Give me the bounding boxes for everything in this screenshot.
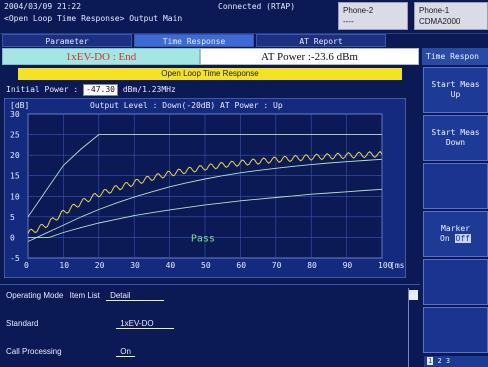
x-tick-label: 70 [272,261,282,270]
initial-power-label: Initial Power : [6,85,79,94]
y-tick-label: 0 [10,233,15,242]
series-line-4 [28,188,383,238]
chart-series [27,134,383,242]
x-tick-label: 80 [307,261,317,270]
marker-on-label: On [440,234,450,243]
x-tick-label: 40 [166,261,176,270]
series-line-1 [27,134,382,218]
softkey-label: Start Meas [431,128,480,137]
softkey-label: Up [450,90,461,99]
x-tick-label: 90 [343,261,353,270]
time-response-chart: 0102030405060708090100[ms]302520151050-5… [3,97,409,279]
page-3[interactable]: 3 [445,357,451,365]
parameter-scrollbar[interactable] [408,288,418,367]
page-2[interactable]: 2 [437,357,442,365]
softkey-panel: Time Respon Start Meas Up Start Meas Dow… [422,48,488,367]
y-tick-label: -5 [10,254,20,263]
section-title: Open Loop Time Response [18,68,402,80]
tab-at-report[interactable]: AT Report [256,34,386,47]
softkey-label: Start Meas [431,80,480,89]
y-tick-label: 30 [10,110,20,119]
initial-power-field[interactable]: -47.30 [83,84,118,96]
chart-svg: 0102030405060708090100[ms]302520151050-5… [3,97,409,279]
call-processing-row: Call Processing On [6,347,135,357]
initial-power-unit: dBm/1.23MHz [122,85,176,94]
scrollbar-thumb[interactable] [409,290,418,300]
x-tick-label: 30 [130,261,140,270]
x-axis-label: [ms] [390,261,406,270]
item-list-field[interactable]: Detail [106,291,165,301]
softkey-5-button[interactable] [423,259,488,305]
standard-row: Standard 1xEV-DO [6,319,175,329]
series-line-2 [27,150,383,234]
x-tick-label: 10 [59,261,69,270]
softkey-label: Marker [441,224,470,233]
y-tick-label: 10 [10,192,20,201]
standard-label: Standard [6,319,39,328]
at-power-banner: AT Power :-23.6 dBm [200,48,419,65]
tab-time-response[interactable]: Time Response [134,34,254,47]
y-tick-label: 5 [10,213,15,222]
x-tick-label: 50 [201,261,211,270]
standard-field[interactable]: 1xEV-DO [116,319,175,329]
marker-toggle-button[interactable]: Marker On Off [423,211,488,257]
y-tick-label: 20 [10,151,20,160]
operating-mode-row: Operating Mode Item List Detail [6,291,165,301]
x-tick-label: 20 [95,261,105,270]
softkey-panel-title: Time Respon [422,48,488,65]
parameter-area: Operating Mode Item List Detail Standard… [0,284,420,367]
pass-annotation: Pass [191,234,215,245]
phone1-value: CDMA2000 [419,17,461,26]
y-axis-label: [dB] [10,101,29,110]
tab-bar: Parameter Time Response AT Report [0,34,420,47]
softkey-6-button[interactable] [423,307,488,353]
connection-status: Connected (RTAP) [218,2,296,11]
call-processing-label: Call Processing [6,347,62,356]
start-meas-up-button[interactable]: Start Meas Up [423,67,488,113]
initial-power-row: Initial Power : -47.30 dBm/1.23MHz [6,84,406,96]
y-tick-label: 15 [10,172,20,181]
marker-off-label: Off [454,234,471,243]
operating-mode-label: Operating Mode [6,291,64,300]
page-1[interactable]: 1 [427,357,434,365]
phone2-label: Phone-2 [343,6,374,15]
softkey-label: Down [445,138,466,147]
chart-grid [27,113,383,259]
x-tick-label: 0 [24,261,29,270]
page-indicator[interactable]: 1 2 3 [424,356,488,367]
y-tick-label: 25 [10,131,20,140]
phone1-label: Phone-1 [419,6,450,15]
call-processing-field[interactable]: On [116,347,135,357]
screen-title: <Open Loop Time Response> Output Main [4,14,183,23]
standard-status-banner: 1xEV-DO : End [2,48,200,65]
start-meas-down-button[interactable]: Start Meas Down [423,115,488,161]
phone2-value: ---- [343,17,354,26]
phone2-panel[interactable]: Phone-2 ---- [338,2,408,30]
series-line-3 [27,158,383,242]
item-list-label: Item List [69,291,100,300]
datetime: 2004/03/09 21:22 [4,2,82,11]
marker-on-off: On Off [440,234,471,244]
softkey-3-button[interactable] [423,163,488,209]
tab-parameter[interactable]: Parameter [2,34,132,47]
x-tick-label: 60 [236,261,246,270]
status-bar: 2004/03/09 21:22 Connected (RTAP) <Open … [0,0,488,34]
x-tick-label: 100 [378,261,393,270]
phone1-panel[interactable]: Phone-1 CDMA2000 [414,2,488,30]
chart-header-text: Output Level : Down(-20dB) AT Power : Up [90,101,283,110]
